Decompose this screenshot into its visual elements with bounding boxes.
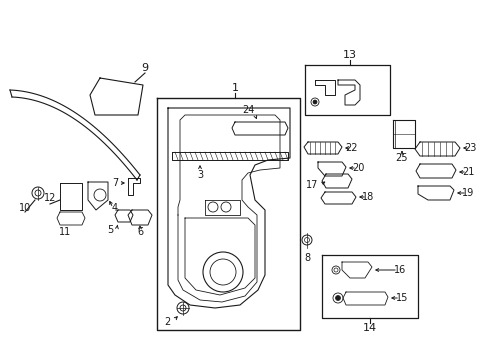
Circle shape	[312, 100, 316, 104]
Circle shape	[335, 296, 340, 301]
Text: 9: 9	[141, 63, 148, 73]
Text: 19: 19	[461, 188, 473, 198]
Text: 15: 15	[395, 293, 407, 303]
Text: 1: 1	[231, 83, 238, 93]
Text: 21: 21	[461, 167, 473, 177]
Text: 10: 10	[19, 203, 31, 213]
Text: 17: 17	[305, 180, 318, 190]
Text: 24: 24	[242, 105, 254, 115]
Text: 4: 4	[112, 203, 118, 213]
Text: 11: 11	[59, 227, 71, 237]
Text: 3: 3	[197, 170, 203, 180]
Text: 8: 8	[304, 253, 309, 263]
Text: 25: 25	[395, 153, 407, 163]
Text: 13: 13	[342, 50, 356, 60]
Text: 14: 14	[362, 323, 376, 333]
Text: 16: 16	[393, 265, 406, 275]
Text: 18: 18	[361, 192, 373, 202]
Text: 22: 22	[345, 143, 358, 153]
Text: 7: 7	[112, 178, 118, 188]
Text: 12: 12	[44, 193, 56, 203]
Text: 2: 2	[163, 317, 170, 327]
Text: 6: 6	[137, 227, 143, 237]
Text: 5: 5	[107, 225, 113, 235]
Text: 23: 23	[463, 143, 475, 153]
Text: 20: 20	[351, 163, 364, 173]
